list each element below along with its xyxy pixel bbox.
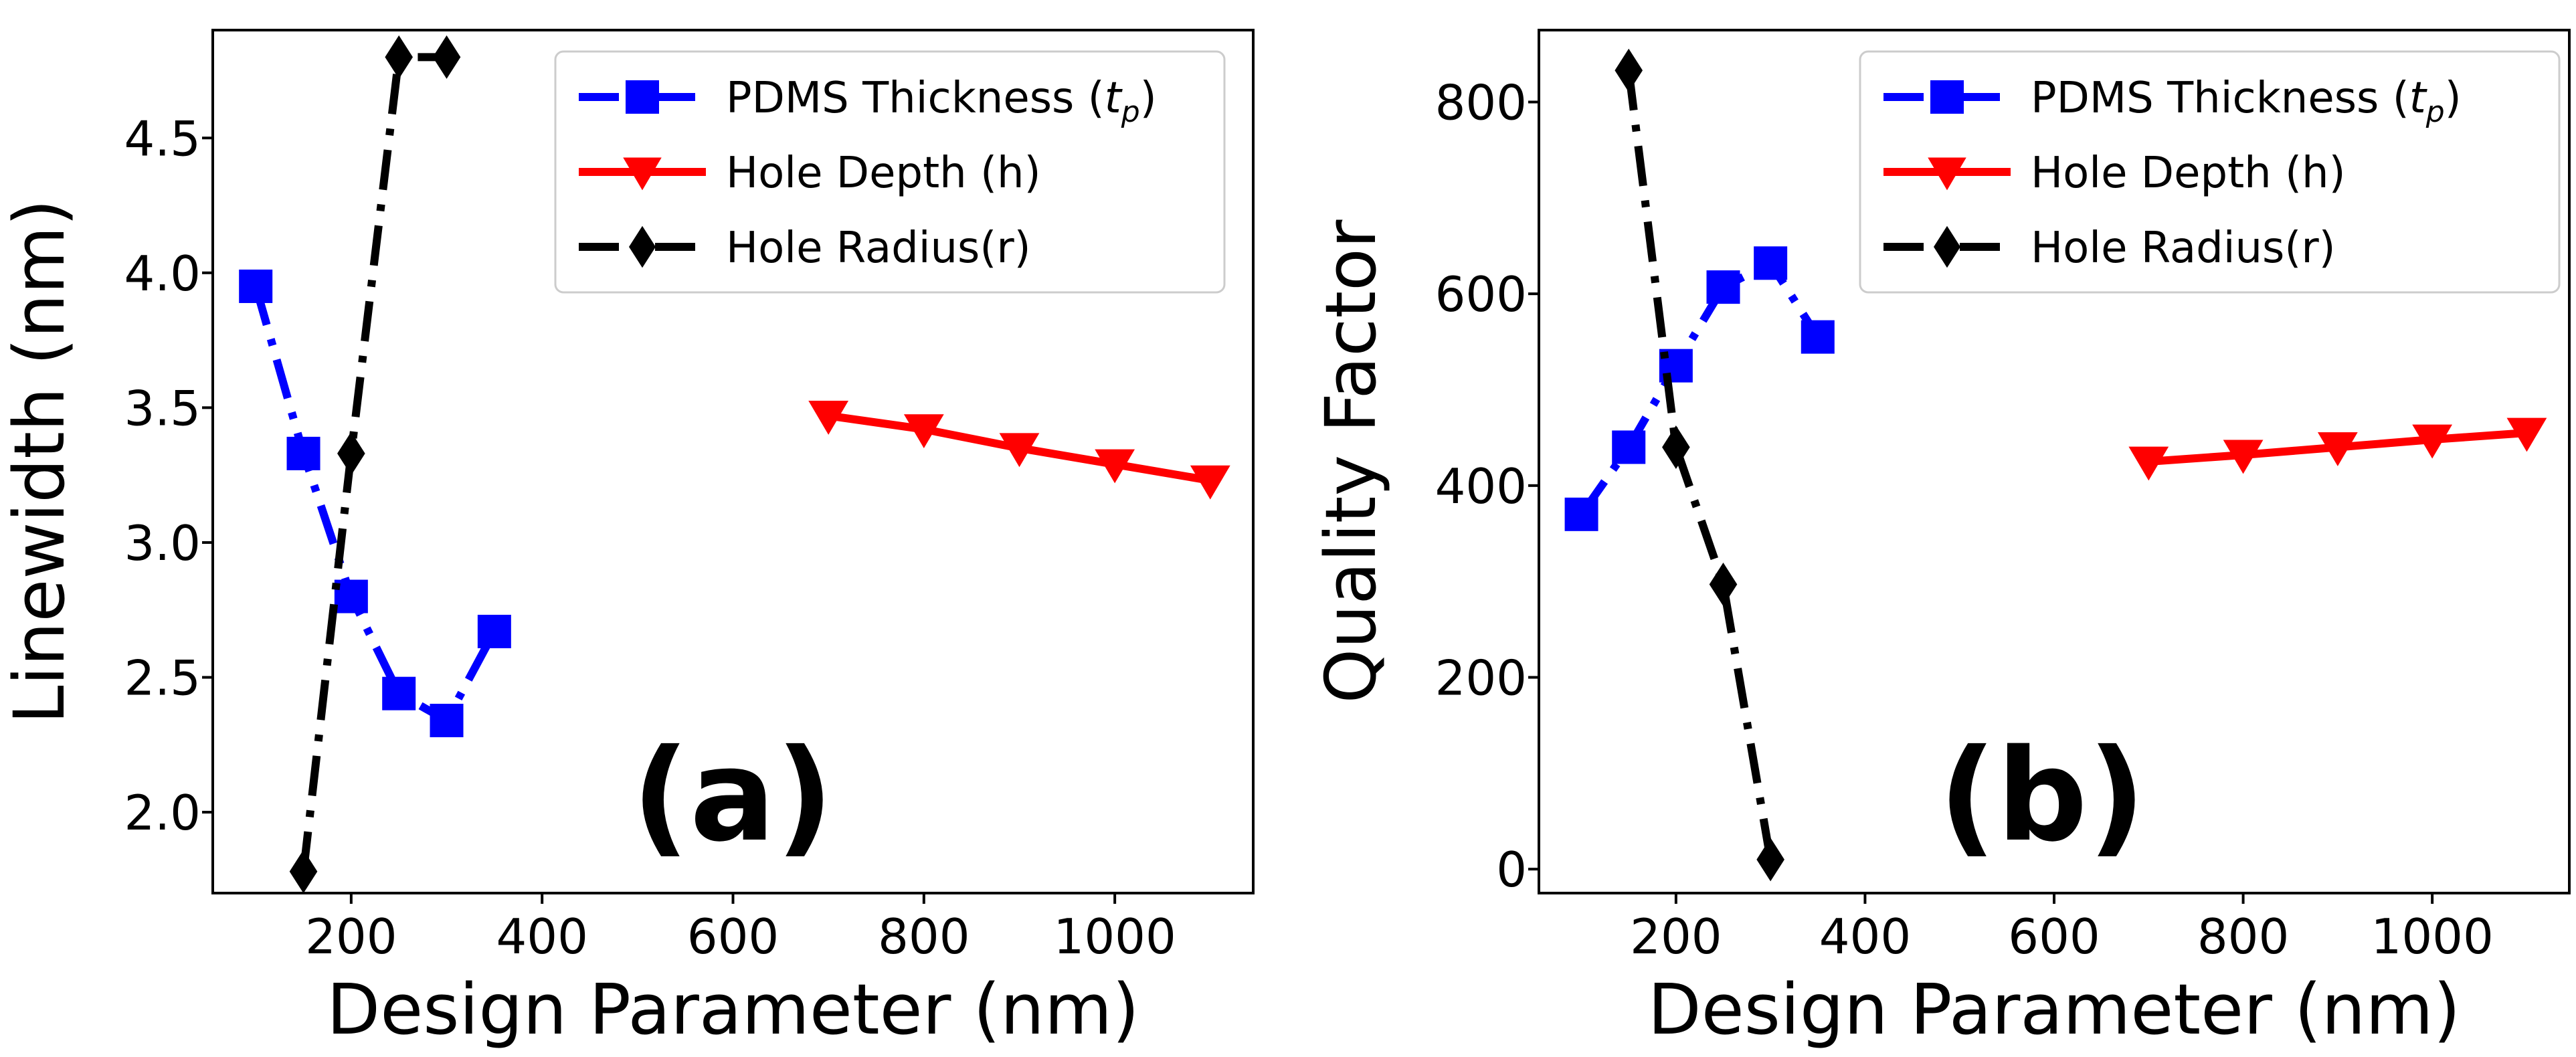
x-tick-label: 400 — [496, 908, 587, 965]
legend-marker-depth — [623, 157, 662, 191]
data-point-depth — [808, 401, 849, 435]
series-line-pdms — [252, 285, 498, 725]
legend-entry-label: Hole Depth (h) — [726, 149, 1041, 198]
legend-entry-label: PDMS Thickness (tp) — [2031, 74, 2462, 129]
legend-entry-label: Hole Depth (h) — [2031, 149, 2346, 198]
y-tick-label: 2.5 — [124, 650, 201, 706]
y-tick-label: 0 — [1496, 842, 1527, 898]
data-point-pdms — [382, 676, 416, 710]
data-point-pdms — [1564, 497, 1598, 531]
x-axis-title: Design Parameter (nm) — [1648, 969, 2461, 1050]
legend-marker-radius — [1934, 225, 1960, 268]
panel-label: (a) — [632, 722, 834, 870]
y-tick-label: 2.0 — [124, 785, 201, 841]
y-tick-label: 200 — [1435, 650, 1527, 706]
x-tick-label: 1000 — [1054, 908, 1176, 965]
data-point-radius — [432, 35, 461, 79]
y-axis-title: Quality Factor — [1310, 219, 1392, 703]
legend: PDMS Thickness (tp) Hole Depth (h) Hole Ra… — [554, 50, 1226, 294]
data-point-pdms — [1754, 246, 1788, 280]
y-tick-label: 600 — [1435, 266, 1527, 322]
data-point-pdms — [430, 704, 464, 737]
y-tick-label: 400 — [1435, 458, 1527, 514]
series-line-radius — [299, 53, 447, 872]
y-tick-label: 4.5 — [124, 110, 201, 167]
legend: PDMS Thickness (tp) Hole Depth (h) Hole Ra… — [1859, 50, 2561, 294]
series-line-pdms — [1578, 259, 1821, 517]
y-tick-label: 800 — [1435, 75, 1527, 131]
x-tick-label: 1000 — [2371, 908, 2494, 965]
legend-marker-depth — [1928, 157, 1966, 191]
data-point-depth — [903, 414, 944, 449]
y-tick-label: 4.0 — [124, 246, 201, 302]
data-point-pdms — [239, 269, 273, 303]
data-point-pdms — [1706, 270, 1740, 304]
data-point-depth — [2223, 440, 2264, 474]
data-point-radius — [1709, 562, 1738, 606]
legend-entry-label: Hole Radius(r) — [726, 223, 1031, 273]
x-tick-label: 400 — [1819, 908, 1911, 965]
legend-entry-label: PDMS Thickness (tp) — [726, 74, 1157, 129]
data-point-radius — [1756, 838, 1784, 882]
panel-label: (b) — [1938, 722, 2146, 870]
data-point-radius — [289, 850, 318, 894]
data-point-pdms — [477, 614, 511, 648]
legend-marker-radius — [629, 225, 656, 268]
y-tick-label: 3.5 — [124, 380, 201, 436]
x-axis-title: Design Parameter (nm) — [327, 969, 1139, 1050]
x-tick-label: 200 — [1630, 908, 1722, 965]
data-point-depth — [2128, 446, 2169, 481]
data-point-radius — [1615, 48, 1643, 92]
legend-marker-pdms — [626, 80, 659, 114]
x-tick-label: 800 — [2197, 908, 2289, 965]
data-point-depth — [1095, 449, 1135, 484]
y-axis-title: Linewidth (nm) — [0, 199, 80, 725]
data-point-depth — [1190, 465, 1230, 500]
data-point-depth — [2506, 417, 2547, 452]
legend-entry-label: Hole Radius(r) — [2031, 223, 2336, 273]
data-point-pdms — [1612, 430, 1646, 464]
x-tick-label: 800 — [878, 908, 970, 965]
x-tick-label: 600 — [687, 908, 779, 965]
legend-marker-pdms — [1930, 80, 1964, 114]
data-point-radius — [385, 35, 413, 79]
x-tick-label: 200 — [305, 908, 397, 965]
data-point-radius — [1662, 425, 1690, 469]
data-point-pdms — [286, 436, 320, 470]
data-point-radius — [337, 431, 365, 476]
data-point-pdms — [1801, 320, 1835, 354]
panel-a: 200 400 600 800 1000 2.0 2.5 3.0 3.5 4.0 4.5 Design… — [0, 29, 1255, 1050]
x-tick-label: 600 — [2008, 908, 2100, 965]
y-tick-label: 3.0 — [124, 515, 201, 571]
data-point-depth — [999, 433, 1040, 468]
data-point-depth — [2317, 432, 2358, 466]
data-point-depth — [2412, 424, 2453, 459]
series-line-radius — [1625, 70, 1775, 860]
